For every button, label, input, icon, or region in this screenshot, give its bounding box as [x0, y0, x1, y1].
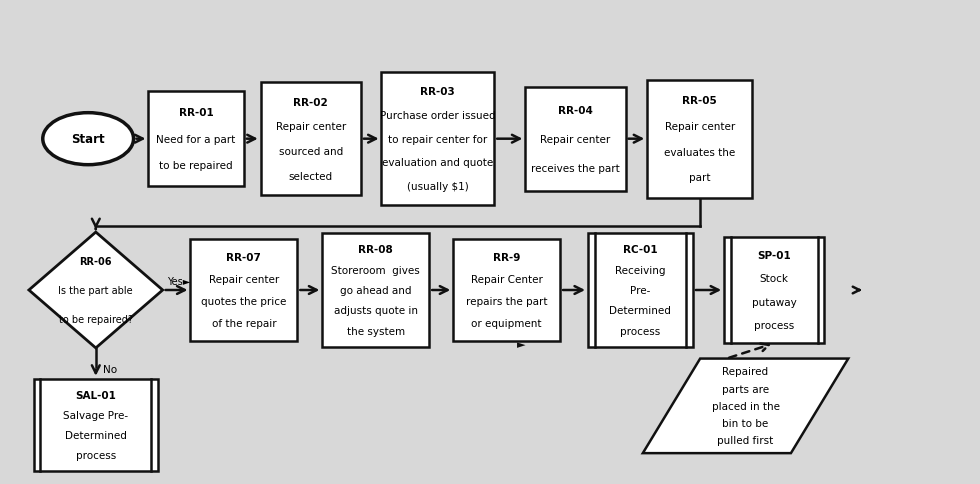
Text: (usually $1): (usually $1)	[407, 182, 468, 192]
Text: RR-02: RR-02	[293, 97, 328, 107]
Text: Purchase order issued: Purchase order issued	[380, 111, 496, 121]
Text: RR-05: RR-05	[682, 96, 717, 106]
Text: Repair center: Repair center	[664, 121, 735, 132]
Text: RR-9: RR-9	[493, 252, 520, 262]
Bar	[453, 240, 561, 341]
Text: go ahead and: go ahead and	[340, 286, 412, 295]
Text: placed in the: placed in the	[711, 401, 779, 411]
Text: Repair Center: Repair Center	[470, 274, 543, 285]
Text: the system: the system	[347, 326, 405, 336]
Bar	[525, 88, 625, 191]
Text: Repaired: Repaired	[722, 367, 768, 377]
Text: process: process	[75, 450, 116, 460]
Text: Repair center: Repair center	[275, 122, 346, 132]
Text: parts are: parts are	[722, 384, 769, 394]
Bar	[588, 234, 693, 347]
Bar	[261, 83, 361, 196]
Text: Determined: Determined	[65, 430, 126, 440]
Text: receives the part: receives the part	[531, 163, 619, 173]
Text: to be repaired?: to be repaired?	[59, 314, 133, 324]
Text: No: No	[104, 364, 118, 375]
Polygon shape	[643, 359, 849, 453]
Text: adjusts quote in: adjusts quote in	[334, 305, 417, 316]
Polygon shape	[28, 233, 163, 348]
Text: repairs the part: repairs the part	[466, 296, 548, 306]
Bar	[190, 240, 297, 341]
Text: RR-08: RR-08	[359, 245, 393, 255]
Text: quotes the price: quotes the price	[201, 296, 286, 306]
Text: ►: ►	[516, 340, 525, 349]
Text: Stock: Stock	[760, 274, 789, 284]
Bar	[647, 80, 753, 198]
Text: RR-06: RR-06	[79, 257, 112, 267]
Text: bin to be: bin to be	[722, 418, 768, 428]
Text: Repair center: Repair center	[540, 135, 611, 144]
Text: Is the part able: Is the part able	[59, 286, 133, 295]
Text: RR-01: RR-01	[178, 108, 214, 118]
Text: sourced and: sourced and	[278, 147, 343, 157]
Text: process: process	[620, 326, 661, 336]
Text: RR-03: RR-03	[420, 87, 456, 97]
Text: putaway: putaway	[752, 297, 797, 307]
Text: SAL-01: SAL-01	[75, 390, 117, 400]
Ellipse shape	[43, 113, 133, 166]
Text: to repair center for: to repair center for	[388, 135, 487, 144]
Bar	[322, 234, 429, 347]
Bar	[724, 237, 824, 344]
Text: selected: selected	[289, 171, 333, 182]
Text: Need for a part: Need for a part	[157, 135, 236, 144]
Text: Determined: Determined	[610, 305, 671, 316]
Text: pulled first: pulled first	[717, 435, 773, 445]
Text: evaluation and quote: evaluation and quote	[382, 158, 494, 168]
Text: or equipment: or equipment	[471, 318, 542, 329]
Text: Salvage Pre-: Salvage Pre-	[64, 410, 128, 420]
Text: Yes►: Yes►	[168, 277, 191, 287]
Text: RC-01: RC-01	[623, 245, 658, 255]
Text: RR-07: RR-07	[226, 252, 262, 262]
Text: of the repair: of the repair	[212, 318, 276, 329]
Text: RR-04: RR-04	[558, 106, 593, 116]
Text: Repair center: Repair center	[209, 274, 279, 285]
Text: Storeroom  gives: Storeroom gives	[331, 265, 420, 275]
Text: process: process	[754, 320, 795, 330]
Text: Start: Start	[72, 133, 105, 146]
Text: to be repaired: to be repaired	[160, 161, 233, 170]
Bar	[148, 92, 244, 187]
Text: Receiving: Receiving	[615, 265, 665, 275]
Bar	[381, 74, 494, 206]
Text: part: part	[689, 173, 710, 183]
Text: Pre-: Pre-	[630, 286, 651, 295]
Text: evaluates the: evaluates the	[664, 147, 735, 157]
Text: SP-01: SP-01	[758, 251, 791, 261]
Bar	[33, 379, 158, 471]
